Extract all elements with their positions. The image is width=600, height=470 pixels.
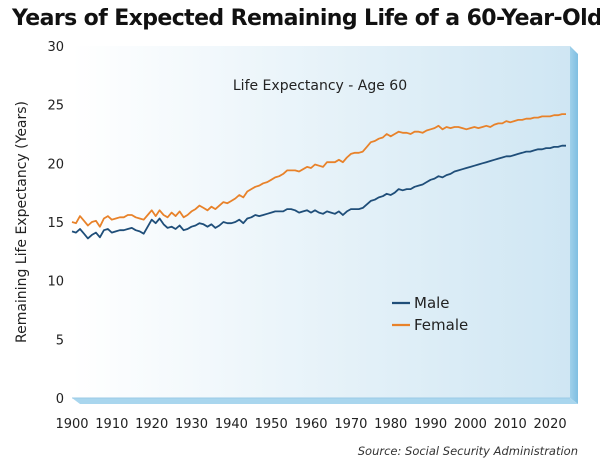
plot-frame-bottom-edge xyxy=(72,398,578,404)
x-tick-label: 2020 xyxy=(534,417,567,432)
x-tick-label: 2010 xyxy=(494,417,527,432)
y-tick-label: 20 xyxy=(47,157,64,172)
x-tick-label: 1910 xyxy=(95,417,128,432)
series-lines xyxy=(71,113,566,240)
x-axis-ticks: 1900 1910 1920 1930 1940 1950 1960 1970 1980 1990… xyxy=(55,417,566,432)
chart-inner-title: Life Expectancy - Age 60 xyxy=(233,78,407,94)
legend: Male Female xyxy=(392,294,468,334)
x-tick-label: 2000 xyxy=(454,417,487,432)
x-tick-label: 1940 xyxy=(215,417,248,432)
y-tick-label: 5 xyxy=(56,333,64,348)
series-line-male xyxy=(71,144,566,240)
y-axis-title: Remaining Life Expectancy (Years) xyxy=(14,101,30,343)
x-tick-label: 1920 xyxy=(135,417,168,432)
x-tick-label: 1970 xyxy=(334,417,367,432)
x-tick-label: 1900 xyxy=(55,417,88,432)
x-tick-label: 1950 xyxy=(255,417,288,432)
series-line-female xyxy=(71,113,566,228)
source-note: Source: Social Security Administration xyxy=(357,444,578,458)
y-tick-label: 25 xyxy=(47,99,64,114)
y-tick-label: 0 xyxy=(56,392,64,407)
y-tick-label: 30 xyxy=(47,40,64,55)
legend-label-female: Female xyxy=(414,316,468,334)
x-tick-label: 1990 xyxy=(414,417,447,432)
legend-label-male: Male xyxy=(414,294,450,312)
plot-frame-right-edge xyxy=(570,46,578,404)
page-title: Years of Expected Remaining Life of a 60… xyxy=(12,6,600,31)
y-axis-ticks: 0 5 10 15 20 25 30 xyxy=(47,40,64,407)
x-tick-label: 1930 xyxy=(175,417,208,432)
x-tick-label: 1980 xyxy=(374,417,407,432)
x-tick-label: 1960 xyxy=(294,417,327,432)
y-tick-label: 15 xyxy=(47,216,64,231)
plot-area xyxy=(72,46,570,398)
y-tick-label: 10 xyxy=(47,275,64,290)
